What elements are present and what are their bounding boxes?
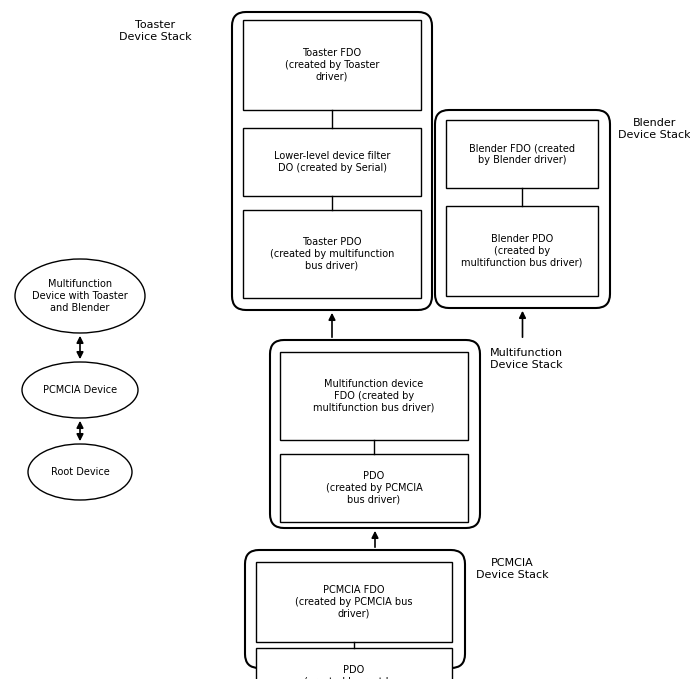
Text: Blender PDO
(created by
multifunction bus driver): Blender PDO (created by multifunction bu… bbox=[462, 234, 582, 268]
FancyBboxPatch shape bbox=[245, 550, 465, 668]
Text: Multifunction
Device Stack: Multifunction Device Stack bbox=[490, 348, 563, 369]
Text: Lower-level device filter
DO (created by Serial): Lower-level device filter DO (created by… bbox=[274, 151, 390, 172]
Text: Multifunction device
FDO (created by
multifunction bus driver): Multifunction device FDO (created by mul… bbox=[313, 380, 435, 413]
Ellipse shape bbox=[22, 362, 138, 418]
Text: Blender FDO (created
by Blender driver): Blender FDO (created by Blender driver) bbox=[469, 143, 575, 165]
Bar bbox=[243, 128, 421, 196]
Text: PDO
(created by PCMCIA
bus driver): PDO (created by PCMCIA bus driver) bbox=[326, 471, 422, 504]
Bar bbox=[446, 120, 598, 188]
Text: Toaster FDO
(created by Toaster
driver): Toaster FDO (created by Toaster driver) bbox=[285, 48, 380, 81]
Bar bbox=[280, 454, 468, 522]
Text: Blender
Device Stack: Blender Device Stack bbox=[618, 118, 690, 140]
Bar bbox=[256, 648, 452, 679]
Bar bbox=[243, 210, 421, 298]
Text: Toaster
Device Stack: Toaster Device Stack bbox=[119, 20, 191, 41]
FancyBboxPatch shape bbox=[232, 12, 432, 310]
Ellipse shape bbox=[28, 444, 132, 500]
Bar bbox=[446, 206, 598, 296]
Text: PCMCIA Device: PCMCIA Device bbox=[43, 385, 117, 395]
Ellipse shape bbox=[15, 259, 145, 333]
Text: Root Device: Root Device bbox=[50, 467, 110, 477]
FancyBboxPatch shape bbox=[435, 110, 610, 308]
Bar bbox=[280, 352, 468, 440]
Text: PCMCIA
Device Stack: PCMCIA Device Stack bbox=[476, 558, 549, 580]
FancyBboxPatch shape bbox=[270, 340, 480, 528]
Text: PCMCIA FDO
(created by PCMCIA bus
driver): PCMCIA FDO (created by PCMCIA bus driver… bbox=[295, 585, 413, 619]
Text: PDO
(created by root bus
driver): PDO (created by root bus driver) bbox=[304, 665, 404, 679]
Bar bbox=[256, 562, 452, 642]
Bar bbox=[243, 20, 421, 110]
Text: Toaster PDO
(created by multifunction
bus driver): Toaster PDO (created by multifunction bu… bbox=[270, 238, 394, 271]
Text: Multifunction
Device with Toaster
and Blender: Multifunction Device with Toaster and Bl… bbox=[32, 279, 128, 312]
